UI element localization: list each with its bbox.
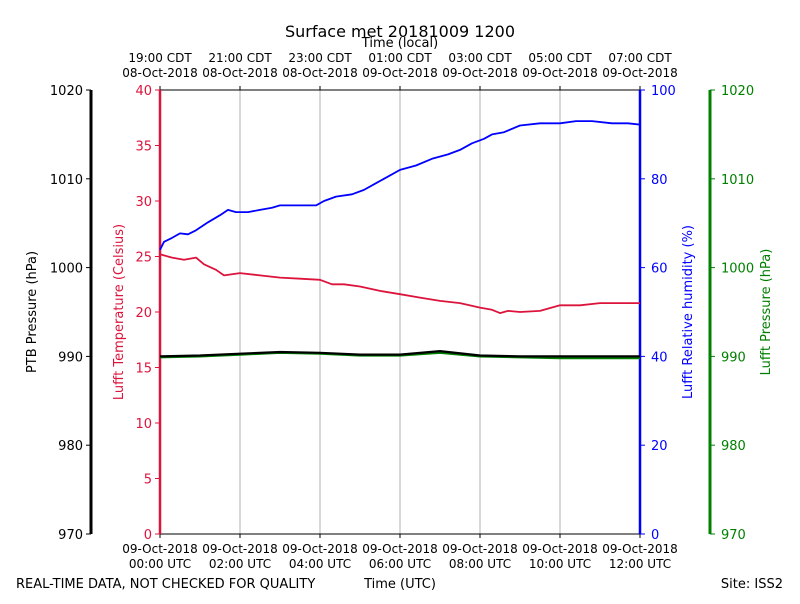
humidity-axis-label: Lufft Relative humidity (%) xyxy=(681,225,696,399)
temperature-axis-label: Lufft Temperature (Celsius) xyxy=(112,224,127,400)
ptb-pressure-axis-label: PTB Pressure (hPa) xyxy=(25,251,40,373)
x-tick-label-date: 09-Oct-2018 xyxy=(522,542,598,556)
humidity-axis-tick-label: 40 xyxy=(651,350,668,365)
temperature-axis-tick-label: 40 xyxy=(135,84,152,99)
humidity-axis-tick-label: 60 xyxy=(651,262,668,277)
lufft-pressure-axis-tick-label: 980 xyxy=(721,439,746,454)
top-tick-label-time: 23:00 CDT xyxy=(288,51,352,65)
lufft-pressure-axis-label: Lufft Pressure (hPa) xyxy=(759,249,774,376)
humidity-series-line xyxy=(159,120,641,251)
lufft-pressure-axis-tick-label: 1010 xyxy=(721,173,754,188)
footer-site: Site: ISS2 xyxy=(721,577,783,592)
temperature-axis-tick-label: 20 xyxy=(135,306,152,321)
x-tick-label-date: 09-Oct-2018 xyxy=(362,542,438,556)
top-tick-label-time: 07:00 CDT xyxy=(608,51,672,65)
x-tick-label-time: 12:00 UTC xyxy=(609,557,671,571)
temperature-series-line xyxy=(159,253,640,315)
top-tick-label-time: 01:00 CDT xyxy=(368,51,432,65)
temperature-axis-tick-label: 25 xyxy=(135,251,152,266)
lufft-pressure-axis-tick-label: 1000 xyxy=(721,262,754,277)
temperature-axis-tick-label: 30 xyxy=(135,195,152,210)
top-tick-label-date: 08-Oct-2018 xyxy=(202,66,278,80)
humidity-axis-tick-label: 20 xyxy=(651,439,668,454)
x-tick-label-date: 09-Oct-2018 xyxy=(202,542,278,556)
ptb-pressure-axis-tick-label: 980 xyxy=(58,439,83,454)
top-tick-label-date: 09-Oct-2018 xyxy=(442,66,518,80)
ptb-pressure-axis-tick-label: 1020 xyxy=(50,84,83,99)
top-tick-label-date: 08-Oct-2018 xyxy=(282,66,358,80)
temperature-axis-tick-label: 5 xyxy=(144,473,152,488)
temperature-axis-tick-label: 15 xyxy=(135,362,152,377)
top-axis-label: Time (local) xyxy=(361,36,438,51)
top-tick-label-time: 19:00 CDT xyxy=(128,51,192,65)
x-tick-label-date: 09-Oct-2018 xyxy=(122,542,198,556)
lufft-pressure-axis-tick-label: 990 xyxy=(721,350,746,365)
lufft-pressure-axis-tick-label: 970 xyxy=(721,528,746,543)
lufft-pressure-axis-tick-label: 1020 xyxy=(721,84,754,99)
top-tick-label-date: 09-Oct-2018 xyxy=(362,66,438,80)
top-tick-label-time: 21:00 CDT xyxy=(208,51,272,65)
humidity-axis-tick-label: 100 xyxy=(651,84,676,99)
temperature-axis-tick-label: 0 xyxy=(144,528,152,543)
x-tick-label-time: 02:00 UTC xyxy=(209,557,271,571)
temperature-axis-tick-label: 35 xyxy=(135,140,152,155)
ptb-pressure-axis-tick-label: 1010 xyxy=(50,173,83,188)
chart-title: Surface met 20181009 1200 xyxy=(285,22,515,41)
top-tick-label-date: 08-Oct-2018 xyxy=(122,66,198,80)
top-tick-label-date: 09-Oct-2018 xyxy=(522,66,598,80)
humidity-axis-tick-label: 80 xyxy=(651,173,668,188)
humidity-axis-tick-label: 0 xyxy=(651,528,659,543)
x-tick-label-date: 09-Oct-2018 xyxy=(602,542,678,556)
x-tick-label-time: 10:00 UTC xyxy=(529,557,591,571)
ptb-pressure-axis-tick-label: 970 xyxy=(58,528,83,543)
top-tick-label-time: 05:00 CDT xyxy=(528,51,592,65)
footer-time-label: Time (UTC) xyxy=(363,577,436,592)
x-tick-label-date: 09-Oct-2018 xyxy=(442,542,518,556)
ptb-pressure-axis-tick-label: 990 xyxy=(58,350,83,365)
x-tick-label-time: 04:00 UTC xyxy=(289,557,351,571)
x-tick-label-time: 06:00 UTC xyxy=(369,557,431,571)
x-tick-label-date: 09-Oct-2018 xyxy=(282,542,358,556)
ptb-pressure-axis-tick-label: 1000 xyxy=(50,262,83,277)
footer-quality-note: REAL-TIME DATA, NOT CHECKED FOR QUALITY xyxy=(16,577,315,592)
series-layer xyxy=(159,120,641,360)
top-tick-label-date: 09-Oct-2018 xyxy=(602,66,678,80)
x-tick-label-time: 08:00 UTC xyxy=(449,557,511,571)
ptb-pressure-series-line xyxy=(159,350,640,358)
temperature-axis-tick-label: 10 xyxy=(135,417,152,432)
top-tick-label-time: 03:00 CDT xyxy=(448,51,512,65)
x-tick-label-time: 00:00 UTC xyxy=(129,557,191,571)
